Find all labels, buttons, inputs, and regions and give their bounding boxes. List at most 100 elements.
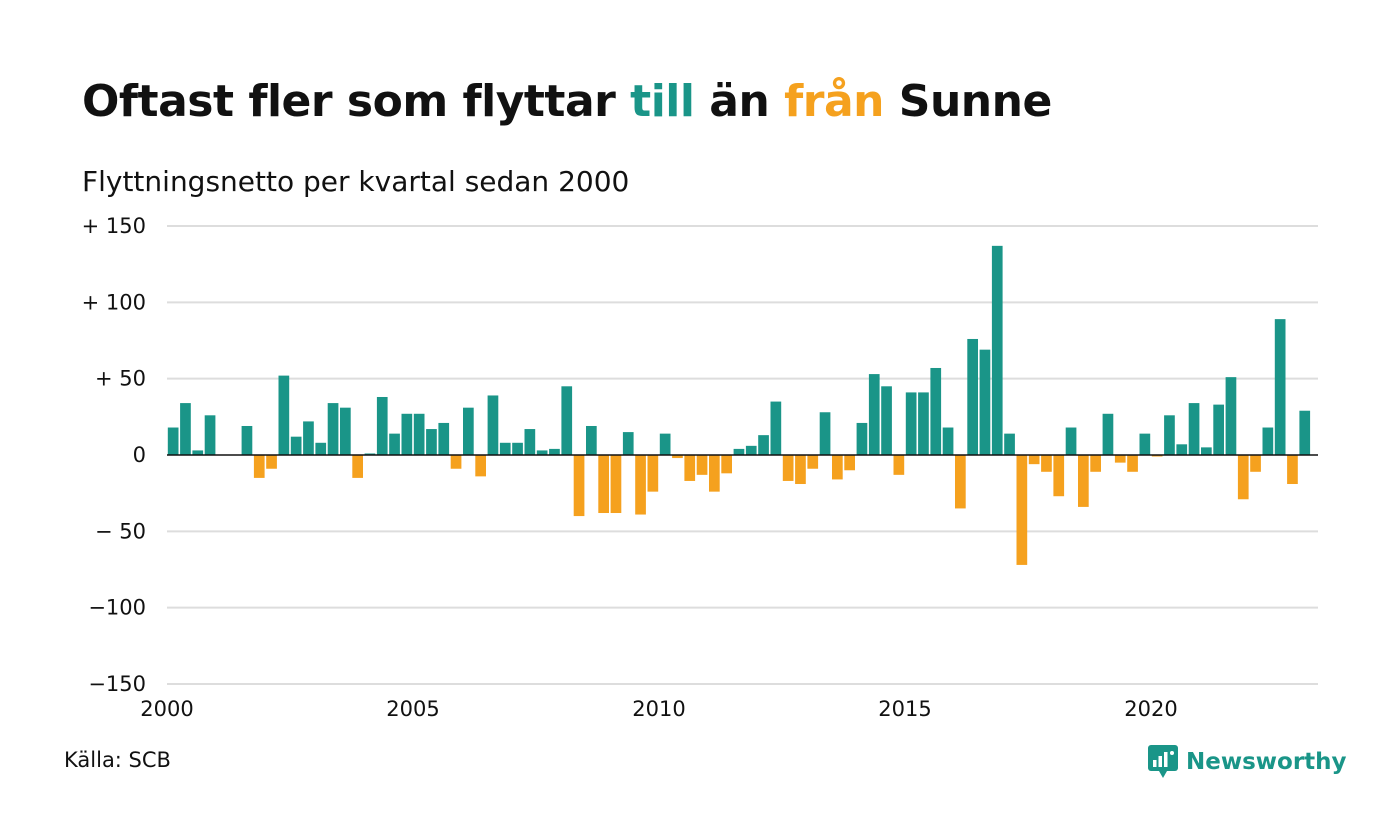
- bar: [856, 422, 868, 455]
- bar: [647, 455, 659, 492]
- bar: [942, 427, 954, 455]
- bar: [1139, 433, 1151, 455]
- bar: [253, 455, 265, 478]
- bar: [512, 442, 523, 455]
- x-tick-label: 2005: [386, 697, 439, 721]
- bar: [204, 415, 216, 455]
- bar: [782, 455, 794, 481]
- grid-lines: [167, 225, 1318, 685]
- bar: [807, 455, 819, 469]
- bar: [955, 455, 966, 509]
- chart-title: Oftast fler som flyttar till än från Sun…: [82, 72, 1052, 132]
- x-tick-label: 2020: [1124, 697, 1177, 721]
- bar: [1078, 455, 1089, 507]
- bar: [499, 442, 511, 455]
- bar: [352, 455, 363, 478]
- bar: [1176, 444, 1188, 455]
- bar: [192, 450, 204, 455]
- bar: [401, 413, 413, 455]
- title-from-word: från: [784, 76, 884, 127]
- chart-subtitle: Flyttningsnetto per kvartal sedan 2000: [82, 165, 630, 198]
- bar: [561, 386, 573, 455]
- bar: [635, 455, 646, 515]
- y-tick-label: + 150: [82, 214, 146, 238]
- bar: [315, 442, 327, 455]
- bar: [1213, 404, 1224, 455]
- bar: [672, 455, 683, 459]
- bar: [1225, 377, 1237, 455]
- bar: [1016, 455, 1028, 565]
- y-tick-label: 0: [133, 443, 146, 467]
- bar: [1102, 413, 1114, 455]
- bar: [930, 367, 942, 455]
- bar: [610, 455, 622, 514]
- bar: [598, 455, 609, 514]
- bar: [967, 338, 978, 455]
- title-part-1: Oftast fler som flyttar: [82, 76, 631, 127]
- y-axis-labels: + 150 + 100 + 50 0 − 50 −100 −150: [82, 214, 146, 696]
- bar: [1188, 403, 1200, 455]
- x-tick-label: 2015: [878, 697, 931, 721]
- bar: [549, 448, 560, 455]
- x-tick-label: 2010: [632, 697, 685, 721]
- bar: [340, 407, 351, 455]
- bar: [745, 445, 757, 455]
- bar: [622, 432, 634, 455]
- bar: [266, 455, 277, 469]
- bar: [868, 374, 880, 455]
- bar: [832, 455, 843, 480]
- bar: [364, 453, 376, 455]
- bar: [721, 455, 732, 474]
- x-axis-labels: 2000 2005 2010 2015 2020: [140, 697, 1177, 721]
- bar: [413, 413, 425, 455]
- newsworthy-logo-text: Newsworthy: [1186, 749, 1347, 775]
- bar: [733, 448, 745, 455]
- bar: [327, 403, 339, 455]
- bar: [684, 455, 696, 481]
- bar: [770, 401, 782, 455]
- bar: [1053, 455, 1065, 497]
- y-tick-label: −100: [88, 596, 146, 620]
- bar: [905, 392, 917, 455]
- bar: [1237, 455, 1249, 500]
- bar: [709, 455, 720, 492]
- bar: [1127, 455, 1138, 472]
- bar: [475, 455, 486, 477]
- title-part-2: än: [694, 76, 785, 127]
- bar: [659, 433, 671, 455]
- bar: [290, 436, 302, 455]
- bar: [1262, 427, 1274, 455]
- bar: [1287, 455, 1298, 485]
- newsworthy-logo-icon: [1148, 745, 1178, 778]
- bar: [758, 435, 769, 455]
- bar: [1250, 455, 1261, 472]
- bar: [1114, 455, 1126, 463]
- bar: [696, 455, 708, 475]
- y-tick-label: −150: [88, 672, 146, 696]
- bar: [1090, 455, 1101, 472]
- bar: [1041, 455, 1052, 472]
- bar: [918, 392, 929, 455]
- bar: [450, 455, 462, 469]
- bar: [303, 421, 314, 455]
- y-tick-label: + 100: [82, 290, 146, 314]
- source-note: Källa: SCB: [64, 748, 171, 772]
- bar: [389, 433, 400, 455]
- bar: [1201, 447, 1212, 455]
- x-tick-label: 2000: [140, 697, 193, 721]
- bar: [438, 422, 450, 455]
- bar: [1274, 319, 1286, 455]
- bar: [881, 386, 892, 455]
- bar: [487, 395, 499, 455]
- bar: [991, 245, 1003, 455]
- bar: [819, 412, 831, 455]
- bar: [893, 455, 905, 475]
- title-to-word: till: [630, 76, 695, 127]
- title-part-3: Sunne: [883, 76, 1053, 127]
- bar: [1164, 415, 1175, 455]
- bar: [426, 429, 437, 455]
- bar: [586, 425, 597, 455]
- bar: [241, 425, 253, 455]
- bar: [1065, 427, 1077, 455]
